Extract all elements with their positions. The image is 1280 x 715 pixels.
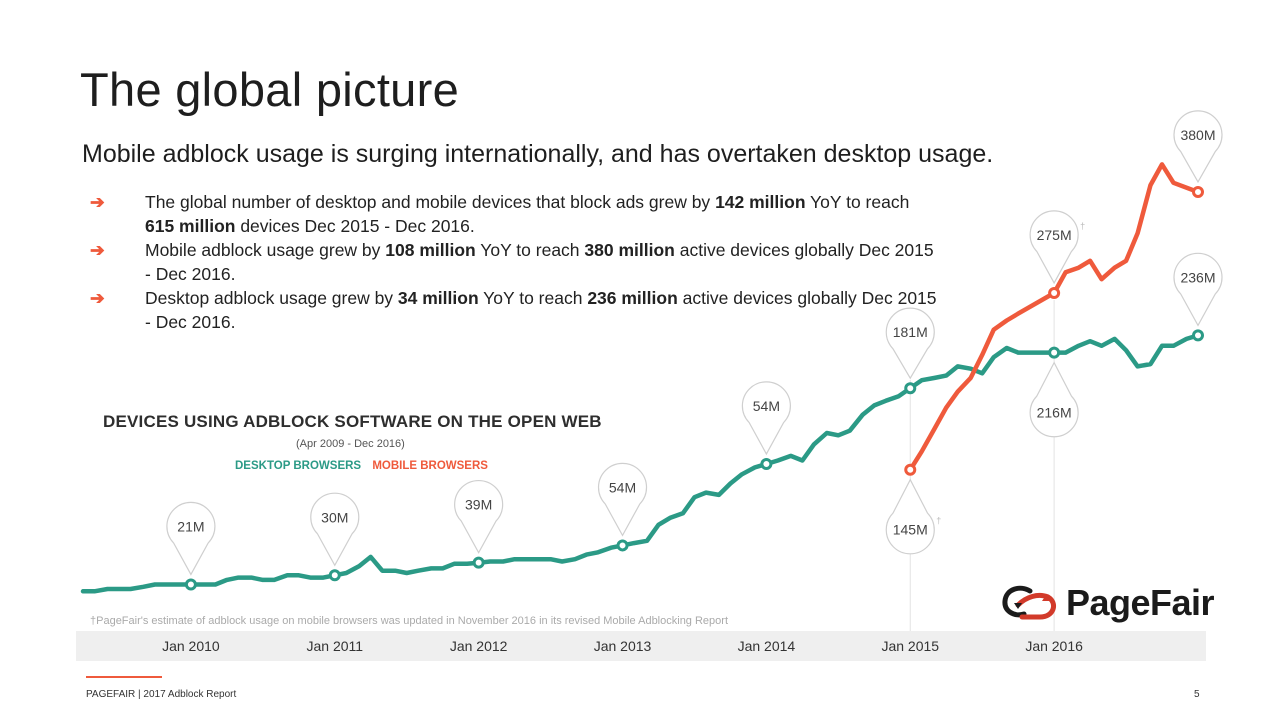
bullet-text: Mobile adblock usage grew by (145, 240, 386, 260)
data-point-marker (760, 457, 773, 470)
callout-label: 380M (1180, 127, 1215, 143)
callout-label: 54M (753, 398, 780, 414)
page-subtitle: Mobile adblock usage is surging internat… (82, 140, 994, 168)
callout-pin: 30M (310, 492, 360, 567)
callout-label: 145M (893, 522, 928, 538)
bullet-text: devices Dec 2015 - Dec 2016. (235, 216, 475, 236)
data-point-marker (616, 539, 629, 552)
callout-pin: 380M (1173, 110, 1223, 184)
data-point-marker (472, 556, 485, 569)
logo-text: PageFair (1066, 582, 1215, 623)
legend-desktop: DESKTOP BROWSERS (235, 460, 362, 472)
callout-dagger: † (1080, 221, 1085, 231)
chart-title: DEVICES USING ADBLOCK SOFTWARE ON THE OP… (103, 412, 602, 431)
bullet-highlight: 236 million (587, 288, 678, 308)
footer-divider (86, 676, 162, 678)
callout-bubble (597, 462, 648, 537)
callout-pin: 54M (741, 381, 791, 456)
callout-bubble (1173, 110, 1223, 184)
mobile-series-line (908, 162, 1201, 472)
callout-bubble (885, 307, 935, 380)
bullet-text: active devices globally Dec 2015 - Dec 2… (145, 240, 934, 284)
data-point-marker (904, 463, 917, 476)
x-tick-label: Jan 2010 (162, 638, 220, 654)
bullet-text: YoY to reach (805, 192, 910, 212)
data-point-marker (1192, 329, 1204, 342)
x-axis-band (76, 631, 1206, 661)
callout-pin: 21M (166, 501, 216, 576)
bullet-text: Desktop adblock usage grew by (145, 288, 398, 308)
chart-legend: DESKTOP BROWSERS MOBILE BROWSERS (235, 460, 488, 472)
bullet-text: active devices globally Dec 2015 - Dec 2… (145, 288, 937, 332)
data-point-marker (1048, 286, 1061, 299)
chart-footnote: †PageFair's estimate of adblock usage on… (90, 615, 728, 627)
callout-pin: 236M (1173, 252, 1223, 327)
callout-label: 275M (1037, 227, 1072, 243)
data-point-marker (328, 569, 341, 582)
data-point-marker (1048, 346, 1061, 359)
page-title: The global picture (80, 63, 460, 116)
callout-pin: 54M (597, 462, 648, 537)
x-tick-label: Jan 2012 (450, 638, 508, 654)
callout-bubble (166, 501, 216, 576)
callout-dagger: † (936, 516, 941, 526)
callout-bubble (310, 492, 360, 567)
bullet-text: YoY to reach (478, 288, 588, 308)
bullet-highlight: 380 million (584, 240, 675, 260)
callout-bubble (741, 381, 791, 456)
callout-bubble (1173, 252, 1223, 327)
callout-label: 54M (609, 479, 636, 495)
page-number: 5 (1194, 689, 1200, 700)
x-tick-label: Jan 2015 (881, 638, 939, 654)
bullet-highlight: 615 million (145, 216, 236, 236)
data-point-marker (904, 382, 917, 395)
bullet-item: ➔ Desktop adblock usage grew by 34 millio… (90, 286, 940, 334)
callout-label: 216M (1037, 405, 1072, 421)
bullet-text: YoY to reach (475, 240, 585, 260)
bullet-item: ➔ The global number of desktop and mobile… (90, 190, 940, 238)
callout-label: 236M (1180, 269, 1215, 285)
arrow-icon: ➔ (90, 240, 105, 260)
callout-pin: 216M (1029, 361, 1079, 438)
bullet-highlight: 34 million (397, 288, 479, 308)
callout-bubble (1029, 210, 1079, 285)
callout-label: 39M (465, 497, 492, 513)
callout-pin: 181M (885, 307, 935, 380)
bullet-highlight: 142 million (715, 192, 806, 212)
callout-label: 21M (177, 518, 204, 534)
bullet-highlight: 108 million (385, 240, 476, 260)
key-findings-list: ➔ The global number of desktop and mobile… (90, 190, 940, 334)
footer-text: PAGEFAIR | 2017 Adblock Report (86, 689, 237, 700)
arrow-icon: ➔ (90, 192, 105, 212)
x-tick-label: Jan 2014 (738, 638, 796, 654)
callout-pin: 145M † (885, 478, 941, 555)
data-point-marker (184, 578, 197, 591)
callout-label: 30M (321, 509, 348, 525)
chart-subtitle: (Apr 2009 - Dec 2016) (296, 438, 405, 450)
callout-pin: 275M † (1029, 210, 1085, 285)
bullet-text: The global number of desktop and mobile … (145, 192, 716, 212)
callout-bubble (454, 479, 504, 554)
data-point-marker (1192, 185, 1204, 198)
callout-label: 181M (893, 324, 928, 340)
bullet-item: ➔ Mobile adblock usage grew by 108 millio… (90, 238, 940, 286)
callout-bubble (885, 478, 935, 555)
pagefair-logo-icon (1002, 585, 1057, 620)
legend-mobile: MOBILE BROWSERS (372, 460, 488, 472)
pagefair-logo: PageFair (1000, 582, 1215, 624)
arrow-icon: ➔ (90, 288, 105, 308)
x-tick-label: Jan 2013 (594, 638, 652, 654)
x-tick-label: Jan 2016 (1025, 638, 1083, 654)
callout-pin: 39M (454, 479, 504, 554)
x-tick-label: Jan 2011 (306, 638, 363, 654)
callout-bubble (1029, 361, 1079, 438)
